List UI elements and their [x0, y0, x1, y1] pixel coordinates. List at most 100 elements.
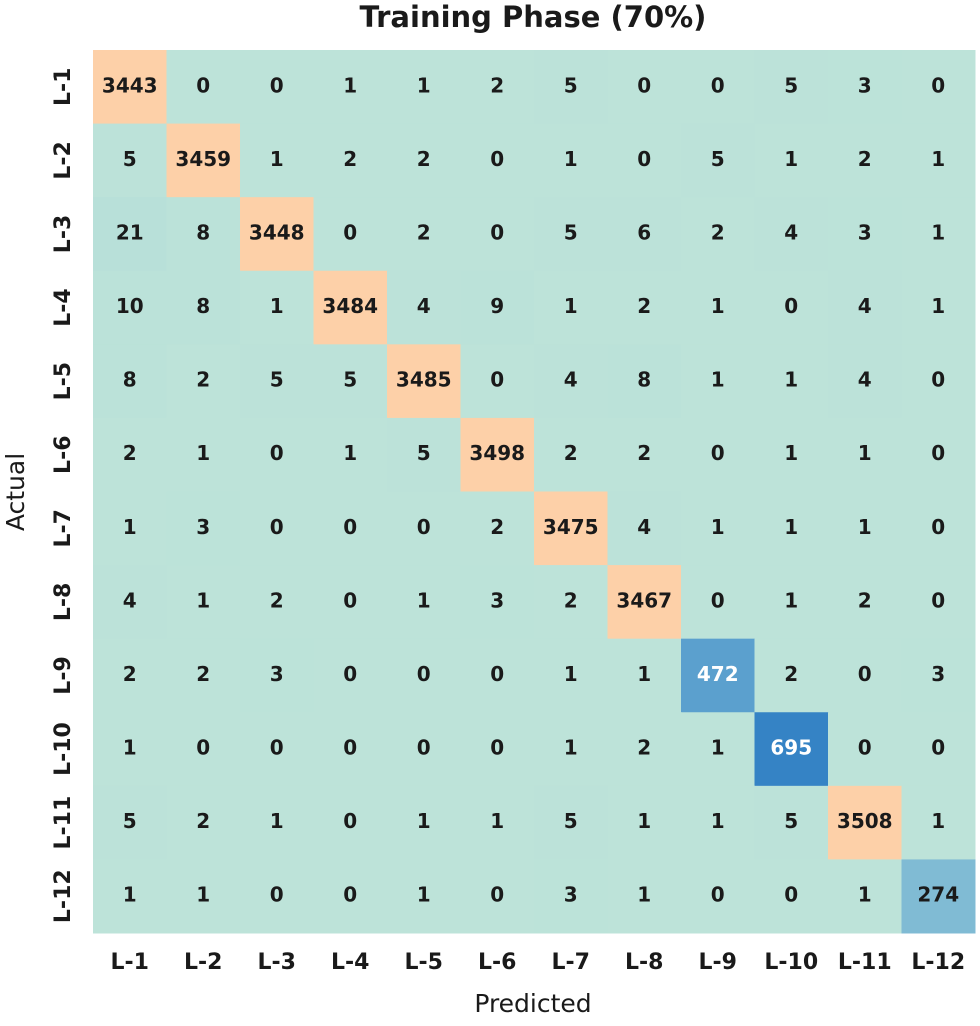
- heatmap-cell: [93, 638, 167, 713]
- cell-label: 1: [858, 883, 872, 907]
- heatmap-cell: [534, 565, 608, 640]
- heatmap-cell: [93, 344, 167, 419]
- heatmap-cell: [607, 565, 682, 640]
- heatmap-cell: [681, 344, 755, 419]
- heatmap-cell: [313, 491, 388, 566]
- heatmap-cell: [754, 123, 829, 198]
- heatmap-cell: [93, 123, 167, 198]
- cell-label: 1: [196, 883, 210, 907]
- heatmap-cell: [460, 638, 535, 713]
- cell-label: 0: [784, 883, 798, 907]
- heatmap-cell: [460, 859, 535, 934]
- cell-label: 3508: [837, 809, 893, 833]
- x-tick-label: L-6: [478, 950, 516, 975]
- cell-label: 3443: [102, 73, 158, 97]
- x-tick-label: L-2: [184, 950, 222, 975]
- cell-label: 274: [917, 883, 959, 907]
- cell-label: 0: [858, 662, 872, 686]
- cell-label: 5: [784, 73, 798, 97]
- heatmap-cell: [828, 197, 902, 272]
- heatmap-cell: [534, 270, 608, 345]
- heatmap-cell: [534, 417, 608, 492]
- cell-label: 1: [784, 588, 798, 612]
- cell-label: 0: [196, 736, 210, 760]
- cell-label: 0: [270, 736, 284, 760]
- cell-label: 3448: [249, 220, 305, 244]
- heatmap-cell: [313, 859, 388, 934]
- heatmap-cell: [828, 712, 902, 787]
- cell-label: 1: [490, 809, 504, 833]
- cell-label: 3: [858, 220, 872, 244]
- cell-label: 1: [564, 147, 578, 171]
- cell-label: 0: [490, 368, 504, 392]
- cell-label: 2: [490, 73, 504, 97]
- heatmap-cell: [754, 638, 829, 713]
- heatmap-cell: [754, 859, 829, 934]
- y-tick-label: L-4: [51, 288, 76, 326]
- cell-label: 3475: [543, 515, 599, 539]
- heatmap-cell: [387, 270, 461, 345]
- cell-label: 0: [270, 73, 284, 97]
- heatmap-cell: [754, 491, 829, 566]
- cell-label: 0: [490, 736, 504, 760]
- cell-label: 1: [711, 515, 725, 539]
- heatmap-cell: [828, 785, 902, 860]
- y-tick-label: L-9: [51, 656, 76, 694]
- heatmap-cell: [387, 712, 461, 787]
- cell-label: 1: [931, 809, 945, 833]
- heatmap-cell: [387, 417, 461, 492]
- x-tick-label: L-8: [625, 950, 663, 975]
- cell-label: 3: [564, 883, 578, 907]
- cell-label: 0: [858, 736, 872, 760]
- heatmap-cell: [313, 123, 388, 198]
- heatmap-cell: [93, 712, 167, 787]
- cell-label: 3: [196, 515, 210, 539]
- heatmap-cell: [166, 197, 241, 272]
- chart-title: Training Phase (70%): [360, 0, 707, 34]
- heatmap-cell: [901, 123, 976, 198]
- heatmap-cell: [607, 712, 682, 787]
- heatmap-cell: [828, 491, 902, 566]
- x-tick-label: L-9: [699, 950, 737, 975]
- cell-label: 8: [196, 220, 210, 244]
- cell-label: 1: [637, 883, 651, 907]
- cell-label: 8: [637, 368, 651, 392]
- cell-label: 1: [931, 147, 945, 171]
- cell-label: 1: [711, 809, 725, 833]
- cell-label: 2: [711, 220, 725, 244]
- cell-label: 2: [637, 294, 651, 318]
- cell-label: 5: [564, 809, 578, 833]
- cell-label: 2: [858, 588, 872, 612]
- heatmap-cell: [754, 565, 829, 640]
- heatmap-cell: [534, 50, 608, 125]
- heatmap-cell: [828, 123, 902, 198]
- heatmap-cell: [681, 565, 755, 640]
- cell-label: 5: [417, 441, 431, 465]
- heatmap-cell: [828, 344, 902, 419]
- heatmap-cell: [166, 859, 241, 934]
- heatmap-cell: [93, 50, 167, 125]
- cell-label: 0: [931, 515, 945, 539]
- cell-label: 0: [931, 441, 945, 465]
- heatmap-cell: [681, 270, 755, 345]
- x-tick-label: L-12: [911, 950, 965, 975]
- cell-label: 1: [931, 294, 945, 318]
- heatmap-cell: [534, 491, 608, 566]
- heatmap-cell: [166, 417, 241, 492]
- heatmap-cell: [534, 638, 608, 713]
- cell-label: 1: [343, 441, 357, 465]
- cell-label: 2: [123, 662, 137, 686]
- heatmap-cell: [607, 344, 682, 419]
- cell-label: 0: [343, 588, 357, 612]
- cell-label: 0: [931, 736, 945, 760]
- cell-label: 0: [270, 515, 284, 539]
- cell-label: 0: [417, 515, 431, 539]
- cell-label: 0: [196, 73, 210, 97]
- cell-label: 1: [196, 588, 210, 612]
- cell-label: 0: [711, 441, 725, 465]
- heatmap-cell: [828, 565, 902, 640]
- heatmap-cell: [166, 123, 241, 198]
- heatmap-cell: [166, 638, 241, 713]
- heatmap-cell: [901, 417, 976, 492]
- cell-label: 1: [343, 73, 357, 97]
